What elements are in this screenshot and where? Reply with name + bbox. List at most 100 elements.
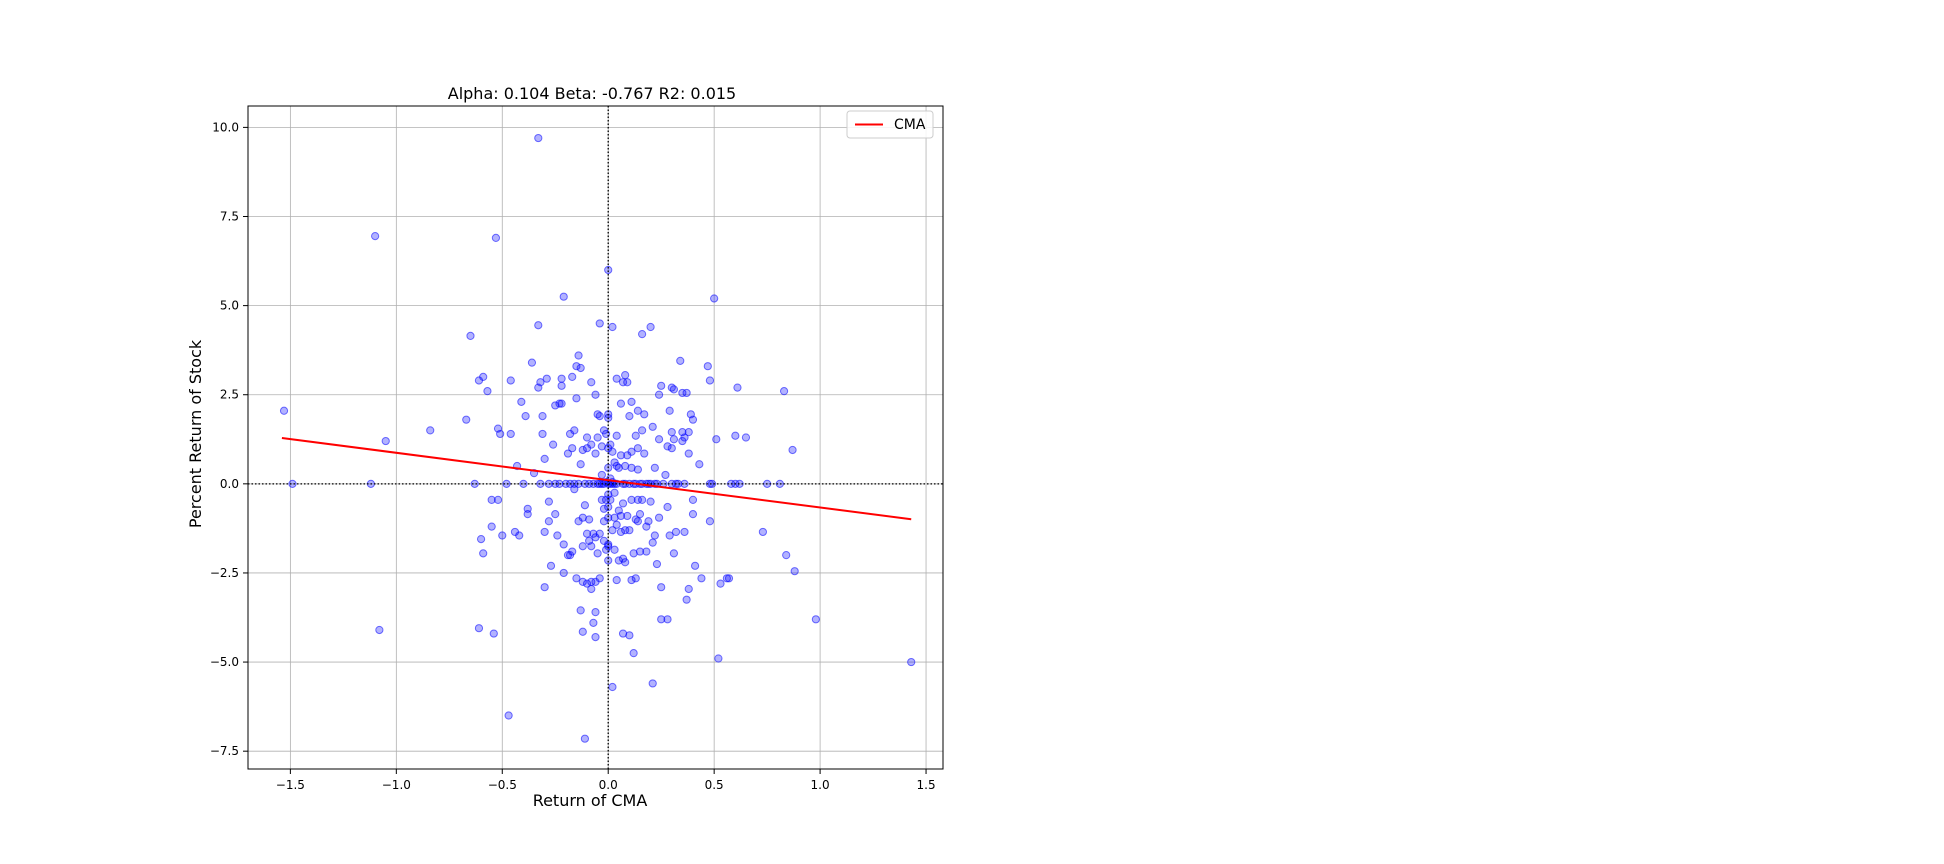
data-point xyxy=(470,479,479,488)
data-point xyxy=(540,583,549,592)
data-point xyxy=(589,479,598,488)
data-point xyxy=(625,412,634,421)
data-point xyxy=(527,358,537,367)
data-point xyxy=(608,322,617,332)
regression-line xyxy=(281,437,912,521)
data-point xyxy=(479,549,488,558)
axis-ticks: −1.5 −1.0 −0.5 0.0 0.5 1.0 1.5 10.0 7.5 5.0 2.5 0.0… xyxy=(210,120,936,792)
data-point xyxy=(517,397,526,406)
data-point xyxy=(642,547,651,556)
x-axis-label: Return of CMA xyxy=(533,791,648,810)
data-point xyxy=(705,517,715,526)
data-point xyxy=(580,501,590,510)
data-point xyxy=(506,376,515,385)
data-point xyxy=(625,526,634,535)
data-point xyxy=(587,542,596,551)
data-point xyxy=(654,390,664,399)
data-point xyxy=(502,479,511,488)
data-point xyxy=(568,444,577,453)
data-point xyxy=(612,374,621,383)
data-point xyxy=(703,362,712,371)
x-tick-label: −0.5 xyxy=(488,778,517,792)
data-point xyxy=(612,575,621,585)
data-point xyxy=(690,561,700,570)
legend-box xyxy=(846,110,934,139)
data-point xyxy=(663,442,672,451)
data-point xyxy=(381,436,390,446)
data-point xyxy=(684,449,693,458)
axes-frame xyxy=(247,105,944,770)
x-tick-label: 0.5 xyxy=(705,778,724,792)
data-point xyxy=(635,510,645,519)
data-point xyxy=(667,444,676,453)
data-point xyxy=(604,556,613,565)
data-point xyxy=(657,381,666,390)
data-point xyxy=(279,406,289,415)
data-point xyxy=(684,428,693,437)
data-point xyxy=(661,470,670,480)
data-point xyxy=(669,549,678,558)
y-tick-label: 10.0 xyxy=(212,120,239,134)
data-point xyxy=(534,321,543,330)
data-point xyxy=(669,385,678,394)
y-tick-label: −7.5 xyxy=(210,744,239,758)
data-point xyxy=(578,445,587,455)
data-point xyxy=(546,561,556,570)
data-point xyxy=(731,431,740,440)
data-point xyxy=(616,527,626,537)
data-point xyxy=(705,376,715,385)
data-point xyxy=(604,502,613,512)
data-point xyxy=(576,606,585,615)
data-point xyxy=(612,431,621,440)
data-point xyxy=(722,574,731,583)
x-tick-label: 1.0 xyxy=(811,778,830,792)
data-point xyxy=(625,631,634,640)
data-point xyxy=(650,531,659,540)
data-point xyxy=(474,624,484,633)
data-point xyxy=(540,527,549,537)
data-point xyxy=(627,447,636,456)
data-point xyxy=(612,520,621,529)
data-point xyxy=(591,633,600,642)
data-point xyxy=(654,513,664,522)
data-point xyxy=(663,502,672,512)
data-point xyxy=(426,426,435,435)
y-tick-label: 0.0 xyxy=(220,477,239,491)
data-point xyxy=(591,390,600,399)
data-point xyxy=(515,531,524,540)
data-point xyxy=(716,579,725,588)
data-point xyxy=(633,495,642,504)
data-point xyxy=(487,522,496,531)
data-point xyxy=(570,485,579,494)
data-point xyxy=(650,463,659,472)
data-point xyxy=(466,331,475,341)
y-tick-label: 2.5 xyxy=(220,388,239,402)
data-point xyxy=(593,479,602,488)
y-tick-label: 7.5 xyxy=(220,210,239,224)
data-point xyxy=(536,378,545,387)
data-point xyxy=(587,584,596,594)
data-point xyxy=(621,371,630,380)
data-point xyxy=(627,397,636,406)
x-tick-label: 0.0 xyxy=(599,778,618,792)
data-point xyxy=(491,233,501,242)
data-point xyxy=(811,615,820,624)
y-tick-label: −2.5 xyxy=(210,566,239,580)
data-point xyxy=(582,529,592,538)
data-point xyxy=(595,529,604,538)
data-point xyxy=(633,465,642,474)
data-point xyxy=(646,497,655,506)
data-point xyxy=(544,497,553,506)
data-point xyxy=(724,574,734,583)
data-point xyxy=(631,431,640,440)
data-point xyxy=(638,426,647,435)
data-point xyxy=(568,372,577,382)
legend-label: CMA xyxy=(894,117,926,133)
data-point xyxy=(629,649,638,658)
data-point xyxy=(559,540,568,549)
data-point xyxy=(680,479,689,488)
data-point xyxy=(574,351,583,360)
zero-reference-lines xyxy=(248,106,943,769)
data-point xyxy=(682,595,691,604)
